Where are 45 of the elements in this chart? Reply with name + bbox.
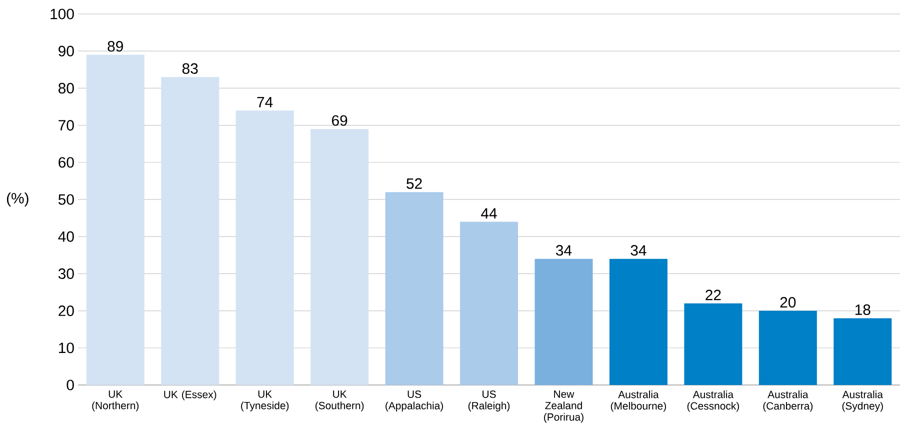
y-tick-label: 0 (66, 380, 74, 390)
data-label: 22 (706, 290, 721, 300)
data-label: 34 (556, 245, 572, 256)
bar (385, 192, 444, 385)
bar (161, 77, 220, 385)
x-tick-label: UK (Northern) (92, 390, 139, 412)
x-tick-label: Australia (Melbourne) (610, 390, 666, 412)
y-tick-label: 90 (58, 46, 74, 56)
x-tick-label: US (Appalachia) (386, 390, 443, 412)
bar (758, 310, 817, 385)
data-label: 20 (780, 297, 796, 308)
data-label: 89 (108, 41, 123, 52)
y-axis-title: (%) (6, 192, 28, 206)
x-tick-label: Australia (Cessnock) (687, 390, 739, 412)
bar (834, 318, 892, 385)
y-tick-label: 80 (58, 82, 74, 94)
data-label: 69 (332, 115, 348, 126)
y-tick-label: 50 (58, 194, 74, 205)
x-tick-label: US (Raleigh) (468, 390, 510, 412)
y-tick-label: 70 (58, 120, 74, 131)
bar (310, 128, 369, 385)
y-tick-label: 10 (59, 342, 74, 354)
bar (460, 222, 518, 385)
x-tick-label: New Zealand (Porirua) (544, 390, 584, 423)
data-label: 18 (855, 304, 870, 315)
x-tick-label: Australia (Canberra) (763, 390, 813, 412)
bar (684, 303, 742, 385)
x-tick-label: Australia (Sydney) (842, 390, 883, 412)
x-tick-label: UK (Tyneside) (241, 390, 289, 412)
bar (236, 110, 294, 385)
y-tick-label: 60 (58, 157, 74, 168)
x-tick-label: UK (Southern) (315, 390, 364, 412)
bar (86, 54, 144, 385)
data-label: 44 (481, 208, 497, 219)
y-tick-label: 20 (58, 305, 74, 316)
y-tick-label: 30 (58, 268, 74, 279)
data-label: 34 (630, 245, 646, 256)
y-tick-label: 40 (58, 231, 74, 242)
bar (609, 258, 668, 385)
bar (534, 258, 593, 385)
data-label: 83 (182, 63, 198, 74)
data-label: 74 (257, 96, 273, 108)
y-tick-label: 100 (50, 8, 74, 20)
data-label: 52 (406, 178, 422, 189)
x-tick-label: UK (Essex) (164, 390, 216, 400)
